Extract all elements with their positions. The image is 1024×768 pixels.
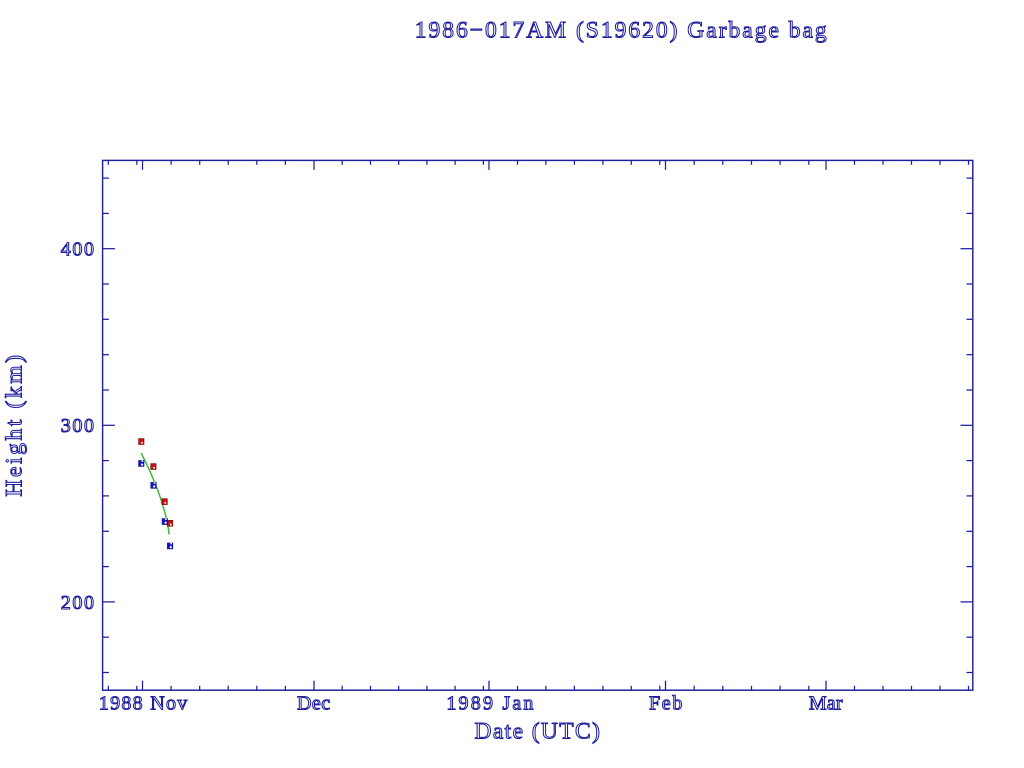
svg-text:1988 Nov: 1988 Nov [99,693,189,715]
svg-text:200: 200 [61,592,96,614]
svg-text:Height (km): Height (km) [1,352,27,496]
svg-text:Feb: Feb [649,693,684,715]
svg-text:400: 400 [61,239,96,261]
svg-text:300: 300 [61,415,96,437]
svg-text:1989 Jan: 1989 Jan [446,693,535,715]
svg-text:Date (UTC): Date (UTC) [474,719,601,745]
svg-text:Dec: Dec [297,693,331,715]
svg-text:Mar: Mar [809,693,843,715]
svg-text:1986−017AM (S19620) Garbage ba: 1986−017AM (S19620) Garbage bag [415,17,829,43]
